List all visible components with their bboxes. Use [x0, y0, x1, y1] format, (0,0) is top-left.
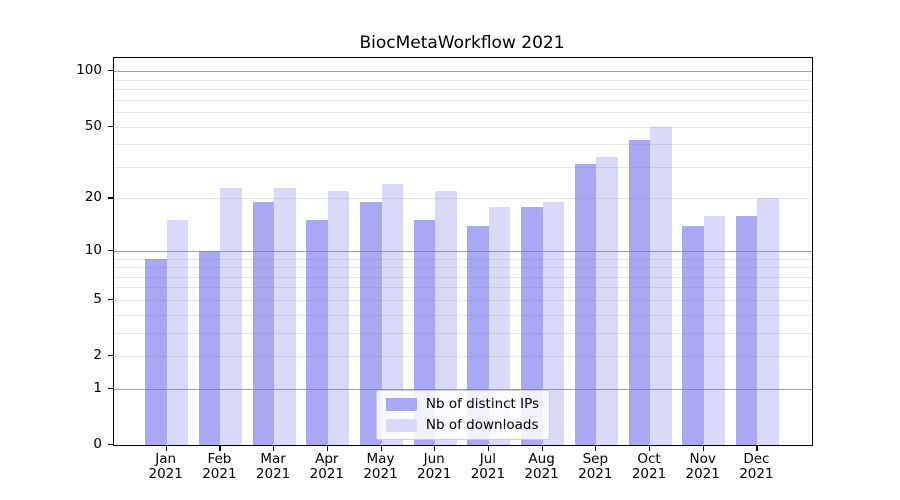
x-tick-label-mar: Mar 2021	[255, 451, 291, 482]
bar-dec-distinct-ips	[735, 215, 758, 445]
x-tick-mark-feb	[219, 446, 221, 451]
bar-jan-downloads	[166, 220, 189, 445]
bar-mar-distinct-ips	[252, 202, 275, 445]
x-tick-mark-sep	[595, 446, 597, 451]
x-tick-label-nov: Nov 2021	[685, 451, 720, 482]
bar-jun-downloads	[435, 191, 457, 445]
x-tick-mark-oct	[649, 446, 651, 451]
y-tick-mark-50	[108, 125, 113, 127]
x-tick-mark-jul	[487, 446, 490, 451]
y-tick-label-5: 5	[93, 290, 102, 307]
y-tick-mark-0	[108, 444, 113, 446]
x-tick-label-jan: Jan 2021	[148, 451, 183, 482]
x-tick-label-apr: Apr 2021	[309, 451, 344, 482]
legend-label-downloads: Nb of downloads	[425, 417, 539, 433]
x-tick-mark-nov	[702, 446, 704, 451]
x-tick-mark-apr	[326, 446, 328, 451]
bar-feb-downloads	[220, 187, 242, 445]
x-tick-mark-jan	[165, 446, 167, 451]
legend-label-distinct-ips: Nb of distinct IPs	[425, 396, 540, 412]
x-tick-mark-may	[380, 446, 382, 451]
legend: Nb of distinct IPs Nb of downloads	[375, 390, 551, 440]
x-tick-label-aug: Aug 2021	[524, 451, 559, 482]
x-tick-label-oct: Oct 2021	[631, 451, 667, 482]
bar-jan-distinct-ips	[145, 258, 167, 445]
bar-may-downloads	[381, 184, 403, 445]
bar-oct-distinct-ips	[628, 140, 650, 445]
x-tick-mark-mar	[273, 446, 275, 451]
y-tick-label-1: 1	[93, 379, 102, 396]
y-tick-label-10: 10	[84, 241, 102, 258]
legend-row-distinct-ips: Nb of distinct IPs	[385, 396, 540, 412]
bar-apr-distinct-ips	[306, 220, 328, 445]
bar-dec-downloads	[757, 198, 779, 445]
y-tick-mark-5	[108, 298, 113, 301]
bar-sep-distinct-ips	[574, 164, 597, 445]
gridline-y-100	[114, 71, 812, 73]
bar-sep-downloads	[596, 157, 618, 445]
x-tick-label-jul: Jul 2021	[470, 451, 506, 482]
x-tick-label-dec: Dec 2021	[739, 451, 774, 482]
x-tick-label-may: May 2021	[363, 451, 398, 482]
bar-may-distinct-ips	[360, 202, 382, 445]
x-tick-mark-dec	[756, 446, 758, 451]
bar-nov-downloads	[703, 215, 726, 445]
y-tick-label-50: 50	[84, 117, 102, 134]
x-tick-label-jun: Jun 2021	[417, 451, 452, 482]
y-tick-label-100: 100	[76, 62, 102, 79]
y-tick-mark-1	[108, 387, 113, 390]
legend-swatch-distinct-ips	[385, 398, 417, 411]
bar-aug-downloads	[542, 202, 565, 445]
gridline-y-70	[114, 99, 812, 101]
bar-feb-distinct-ips	[198, 250, 221, 445]
y-tick-mark-20	[108, 197, 113, 199]
x-tick-mark-jun	[434, 446, 436, 451]
bar-jul-downloads	[488, 206, 511, 445]
legend-row-downloads: Nb of downloads	[385, 417, 539, 433]
bar-nov-distinct-ips	[682, 225, 704, 445]
x-tick-mark-aug	[541, 446, 543, 451]
y-tick-mark-2	[108, 355, 113, 357]
gridline-y-60	[114, 112, 812, 114]
bar-oct-downloads	[650, 126, 672, 445]
gridline-y-80	[114, 89, 812, 91]
gridline-y-20	[114, 198, 812, 200]
gridline-y-40	[114, 144, 812, 146]
y-tick-mark-100	[108, 70, 113, 72]
gridline-y-90	[114, 79, 812, 81]
y-tick-label-0: 0	[93, 436, 102, 452]
gridline-y-30	[114, 166, 812, 168]
legend-swatch-downloads	[385, 419, 417, 432]
bar-aug-distinct-ips	[521, 206, 543, 445]
chart-title: BiocMetaWorkflow 2021	[359, 33, 565, 53]
gridline-y-50	[114, 126, 812, 128]
x-tick-label-sep: Sep 2021	[578, 451, 613, 482]
y-tick-label-20: 20	[84, 189, 102, 206]
bar-apr-downloads	[327, 191, 350, 445]
x-tick-label-feb: Feb 2021	[202, 451, 237, 482]
plot-area: Nb of distinct IPs Nb of downloads	[113, 57, 813, 446]
y-tick-mark-10	[108, 249, 113, 251]
y-tick-label-2: 2	[93, 347, 102, 364]
bar-mar-downloads	[274, 187, 296, 445]
